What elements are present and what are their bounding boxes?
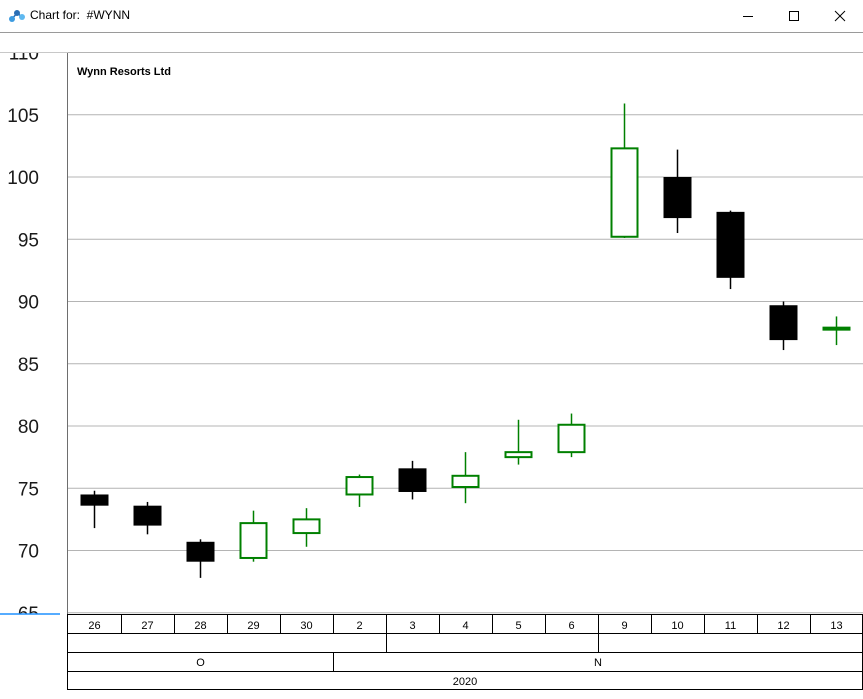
candle-body-up xyxy=(239,522,268,559)
candle-body-down xyxy=(769,305,798,341)
chart-area: 65 70 75 80 85 90 95 100 105 110 Wynn Resorts Ltd… xyxy=(0,32,863,694)
x-tick-label: 30 xyxy=(300,620,312,632)
candle-body-down xyxy=(80,494,109,506)
minimize-button[interactable] xyxy=(725,0,771,32)
close-button[interactable] xyxy=(817,0,863,32)
month-label: O xyxy=(196,657,205,669)
candle-body-up xyxy=(557,423,586,454)
candle-body-up xyxy=(345,476,374,496)
x-tick-label: 3 xyxy=(409,620,415,632)
candle-body-down xyxy=(133,505,162,526)
candle-body-down xyxy=(186,541,215,562)
y-tick-label: 80 xyxy=(18,417,39,438)
y-tick-label: 105 xyxy=(7,106,39,127)
candle-body-up xyxy=(822,326,851,331)
x-tick-label: 29 xyxy=(247,620,259,632)
y-tick-label: 70 xyxy=(18,542,39,563)
maximize-button[interactable] xyxy=(771,0,817,32)
y-tick-label: 65 xyxy=(18,604,39,625)
x-tick-label: 10 xyxy=(671,620,683,632)
close-icon xyxy=(834,10,846,22)
grid-lines xyxy=(68,52,863,614)
title-bar: Chart for: #WYNN xyxy=(0,0,863,32)
candle-body-up xyxy=(504,451,533,459)
chart-title: Wynn Resorts Ltd xyxy=(77,66,171,78)
candle-body-up xyxy=(451,474,480,489)
candle-body-down xyxy=(398,468,427,492)
x-tick-label: 11 xyxy=(725,620,736,632)
candle-body-up xyxy=(610,147,639,238)
x-tick-label: 6 xyxy=(568,620,574,632)
x-tick-label: 4 xyxy=(462,620,468,632)
y-tick-label: 95 xyxy=(18,230,39,251)
x-tick-label: 2 xyxy=(356,620,362,632)
month-label: N xyxy=(594,657,602,669)
y-tick-label: 100 xyxy=(7,168,39,189)
x-tick-label: 28 xyxy=(194,620,206,632)
minimize-icon xyxy=(743,16,753,17)
x-tick-label: 13 xyxy=(830,620,842,632)
y-tick-label: 75 xyxy=(18,479,39,500)
x-tick-label: 27 xyxy=(141,620,153,632)
candle-body-down xyxy=(716,211,745,278)
y-tick-label: 110 xyxy=(9,44,39,65)
candle-body-up xyxy=(292,518,321,535)
window-title: Chart for: #WYNN xyxy=(30,8,131,22)
maximize-icon xyxy=(789,11,799,21)
candle-body-down xyxy=(663,177,692,219)
candles xyxy=(80,103,851,578)
x-axis: 26 27 28 29 30 2 3 4 5 6 9 10 11 12 13 O N 2020 xyxy=(67,614,863,690)
y-tick-label: 85 xyxy=(18,355,39,376)
x-tick-label: 12 xyxy=(777,620,789,632)
x-tick-label: 5 xyxy=(515,620,521,632)
x-tick-label: 9 xyxy=(621,620,627,632)
y-tick-label: 90 xyxy=(18,293,39,314)
y-axis-labels: 65 70 75 80 85 90 95 100 105 110 xyxy=(7,44,39,625)
year-label: 2020 xyxy=(453,676,477,688)
x-tick-label: 26 xyxy=(88,620,100,632)
chart-app-icon xyxy=(8,8,26,24)
